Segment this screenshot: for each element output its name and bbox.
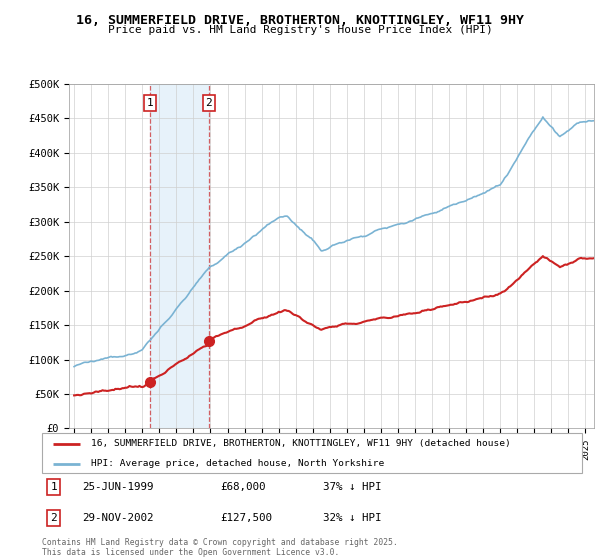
- Text: 2: 2: [50, 513, 57, 523]
- Text: 37% ↓ HPI: 37% ↓ HPI: [323, 482, 382, 492]
- Text: 2: 2: [206, 98, 212, 108]
- Text: 29-NOV-2002: 29-NOV-2002: [83, 513, 154, 523]
- Text: Price paid vs. HM Land Registry's House Price Index (HPI): Price paid vs. HM Land Registry's House …: [107, 25, 493, 35]
- Text: 32% ↓ HPI: 32% ↓ HPI: [323, 513, 382, 523]
- Text: 16, SUMMERFIELD DRIVE, BROTHERTON, KNOTTINGLEY, WF11 9HY (detached house): 16, SUMMERFIELD DRIVE, BROTHERTON, KNOTT…: [91, 439, 511, 448]
- FancyBboxPatch shape: [42, 433, 582, 473]
- Text: 25-JUN-1999: 25-JUN-1999: [83, 482, 154, 492]
- Text: £68,000: £68,000: [220, 482, 266, 492]
- Text: 1: 1: [50, 482, 57, 492]
- Bar: [151, 84, 209, 428]
- Text: 1: 1: [147, 98, 154, 108]
- Text: HPI: Average price, detached house, North Yorkshire: HPI: Average price, detached house, Nort…: [91, 459, 384, 468]
- Text: Contains HM Land Registry data © Crown copyright and database right 2025.
This d: Contains HM Land Registry data © Crown c…: [42, 538, 398, 557]
- Text: 16, SUMMERFIELD DRIVE, BROTHERTON, KNOTTINGLEY, WF11 9HY: 16, SUMMERFIELD DRIVE, BROTHERTON, KNOTT…: [76, 14, 524, 27]
- Text: £127,500: £127,500: [220, 513, 272, 523]
